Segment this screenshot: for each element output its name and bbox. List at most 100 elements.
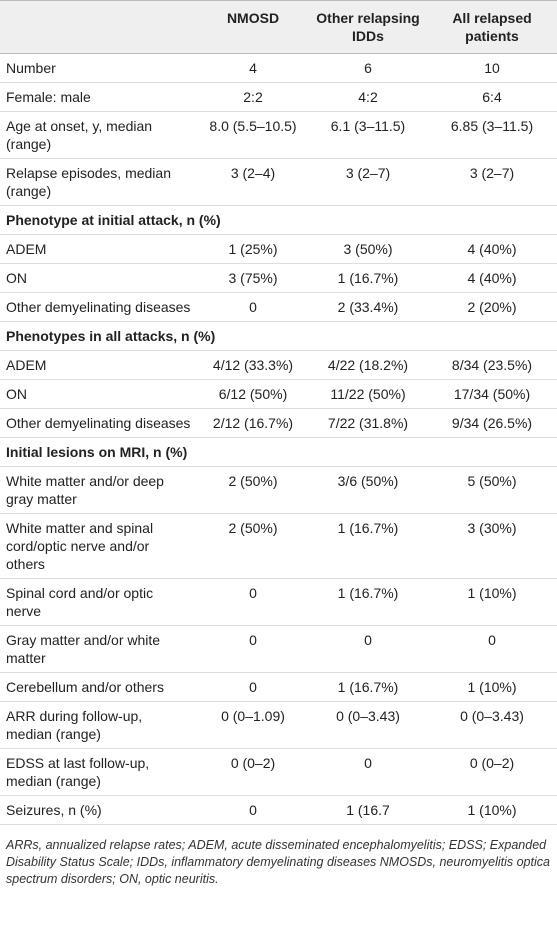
value-cell: 0 (197, 795, 309, 825)
row-label: Number (0, 53, 197, 83)
value-cell: 2 (50%) (197, 513, 309, 579)
table-row: Gray matter and/or white matter 0 0 0 (0, 625, 557, 673)
row-label: Spinal cord and/or optic nerve (0, 578, 197, 626)
value-cell: 0 (427, 625, 557, 673)
row-label: White matter and/or deep gray matter (0, 466, 197, 514)
section-header: Phenotypes in all attacks, n (%) (0, 321, 557, 351)
table-header: NMOSD Other relapsing IDDs All relapsed … (0, 0, 557, 54)
value-cell: 3 (50%) (309, 234, 427, 264)
row-label: Female: male (0, 82, 197, 112)
footnote: ARRs, annualized relapse rates; ADEM, ac… (6, 838, 550, 886)
table-row: Initial lesions on MRI, n (%) (0, 437, 557, 467)
header-row: NMOSD Other relapsing IDDs All relapsed … (0, 0, 557, 54)
header-cell: All relapsed patients (427, 0, 557, 54)
value-cell: 17/34 (50%) (427, 379, 557, 409)
value-cell: 3 (2–7) (309, 158, 427, 206)
table-row: ARR during follow-up, median (range) 0 (0… (0, 701, 557, 749)
value-cell: 2:2 (197, 82, 309, 112)
value-cell: 3/6 (50%) (309, 466, 427, 514)
value-cell: 0 (0–1.09) (197, 701, 309, 749)
value-cell: 1 (10%) (427, 795, 557, 825)
value-cell: 0 (0–2) (197, 748, 309, 796)
table-row: Phenotypes in all attacks, n (%) (0, 321, 557, 351)
value-cell: 6 (309, 53, 427, 83)
value-cell: 1 (16.7%) (309, 513, 427, 579)
value-cell: 7/22 (31.8%) (309, 408, 427, 438)
value-cell: 1 (10%) (427, 672, 557, 702)
value-cell: 4/22 (18.2%) (309, 350, 427, 380)
value-cell: 3 (75%) (197, 263, 309, 293)
value-cell: 10 (427, 53, 557, 83)
value-cell: 11/22 (50%) (309, 379, 427, 409)
row-label: Relapse episodes, median (range) (0, 158, 197, 206)
table-row: Other demyelinating diseases 0 2 (33.4%) 2 … (0, 292, 557, 322)
table-row: Spinal cord and/or optic nerve 0 1 (16.7%)… (0, 578, 557, 626)
table-row: Relapse episodes, median (range) 3 (2–4) 3… (0, 158, 557, 206)
row-label: ON (0, 379, 197, 409)
value-cell: 8.0 (5.5–10.5) (197, 111, 309, 159)
table-row: Cerebellum and/or others 0 1 (16.7%) 1 (10%… (0, 672, 557, 702)
table-row: EDSS at last follow-up, median (range) 0 … (0, 748, 557, 796)
value-cell: 0 (197, 292, 309, 322)
value-cell: 2 (33.4%) (309, 292, 427, 322)
value-cell: 5 (50%) (427, 466, 557, 514)
row-label: Other demyelinating diseases (0, 408, 197, 438)
value-cell: 3 (2–4) (197, 158, 309, 206)
table-row: ADEM 1 (25%) 3 (50%) 4 (40%) (0, 234, 557, 264)
table-row: Number 4 6 10 (0, 53, 557, 83)
value-cell: 6.85 (3–11.5) (427, 111, 557, 159)
row-label: Gray matter and/or white matter (0, 625, 197, 673)
data-table: NMOSD Other relapsing IDDs All relapsed … (0, 0, 557, 825)
table-row: ON 6/12 (50%) 11/22 (50%) 17/34 (50%) (0, 379, 557, 409)
value-cell: 3 (30%) (427, 513, 557, 579)
value-cell: 8/34 (23.5%) (427, 350, 557, 380)
value-cell: 6.1 (3–11.5) (309, 111, 427, 159)
row-label: ADEM (0, 350, 197, 380)
value-cell: 0 (197, 672, 309, 702)
value-cell: 3 (2–7) (427, 158, 557, 206)
value-cell: 2 (50%) (197, 466, 309, 514)
value-cell: 1 (25%) (197, 234, 309, 264)
value-cell: 4:2 (309, 82, 427, 112)
value-cell: 4/12 (33.3%) (197, 350, 309, 380)
row-label: ADEM (0, 234, 197, 264)
table-row: ON 3 (75%) 1 (16.7%) 4 (40%) (0, 263, 557, 293)
value-cell: 0 (309, 748, 427, 796)
row-label: White matter and spinal cord/optic nerve… (0, 513, 197, 579)
value-cell: 1 (16.7%) (309, 672, 427, 702)
section-header: Initial lesions on MRI, n (%) (0, 437, 557, 467)
value-cell: 4 (197, 53, 309, 83)
value-cell: 0 (0–3.43) (309, 701, 427, 749)
section-header: Phenotype at initial attack, n (%) (0, 205, 557, 235)
row-label: ON (0, 263, 197, 293)
table-row: White matter and spinal cord/optic nerve… (0, 513, 557, 579)
header-cell: NMOSD (197, 0, 309, 54)
value-cell: 9/34 (26.5%) (427, 408, 557, 438)
header-cell: Other relapsing IDDs (309, 0, 427, 54)
row-label: Seizures, n (%) (0, 795, 197, 825)
table-row: Female: male 2:2 4:2 6:4 (0, 82, 557, 112)
table-row: Age at onset, y, median (range) 8.0 (5.5–… (0, 111, 557, 159)
value-cell: 0 (309, 625, 427, 673)
value-cell: 1 (16.7%) (309, 263, 427, 293)
value-cell: 1 (10%) (427, 578, 557, 626)
table-row: Seizures, n (%) 0 1 (16.7 1 (10%) (0, 795, 557, 825)
value-cell: 6:4 (427, 82, 557, 112)
value-cell: 1 (16.7%) (309, 578, 427, 626)
row-label: EDSS at last follow-up, median (range) (0, 748, 197, 796)
row-label: Other demyelinating diseases (0, 292, 197, 322)
value-cell: 0 (197, 578, 309, 626)
value-cell: 0 (0–2) (427, 748, 557, 796)
row-label: ARR during follow-up, median (range) (0, 701, 197, 749)
value-cell: 0 (197, 625, 309, 673)
value-cell: 1 (16.7 (309, 795, 427, 825)
value-cell: 4 (40%) (427, 234, 557, 264)
value-cell: 0 (0–3.43) (427, 701, 557, 749)
value-cell: 2 (20%) (427, 292, 557, 322)
header-cell (0, 0, 197, 54)
value-cell: 2/12 (16.7%) (197, 408, 309, 438)
table-row: Other demyelinating diseases 2/12 (16.7%)… (0, 408, 557, 438)
table-body: Number 4 6 10 Female: male 2:2 4:2 6:4 Age at on… (0, 53, 557, 825)
row-label: Age at onset, y, median (range) (0, 111, 197, 159)
